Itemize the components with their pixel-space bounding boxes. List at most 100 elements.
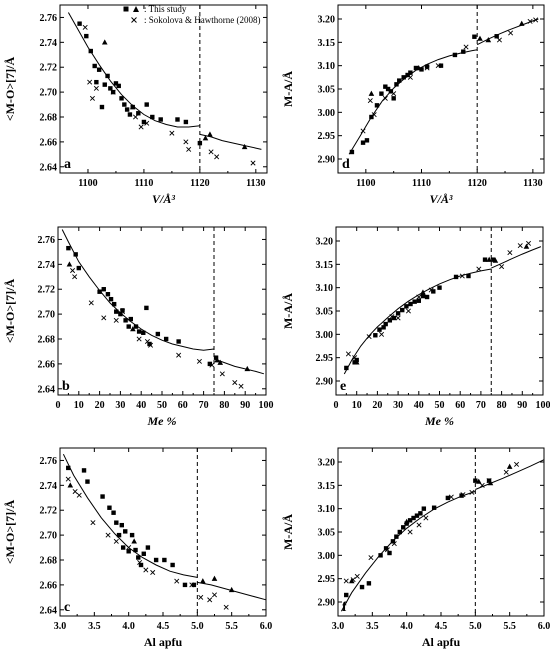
data-point-square [421,506,427,511]
data-point-cross [350,577,356,583]
data-point-cross [525,240,532,246]
data-point-square [373,333,378,338]
data-point-square [383,321,388,327]
data-point-square [408,301,413,307]
data-point-cross [82,24,88,30]
data-point-cross [136,336,142,342]
data-point-triangle [67,482,74,488]
data-point-square [431,289,436,294]
data-point-cross [189,582,195,588]
data-point-square [377,327,382,332]
x-tick-label: 90 [517,400,527,411]
data-point-square [170,562,175,568]
x-tick-label: 60 [455,400,465,411]
data-point-cross [366,334,372,340]
data-point-cross [169,130,175,136]
y-axis-label: M-A/Å [281,514,295,550]
data-point-cross [113,317,119,323]
data-point-triangle [486,256,492,262]
x-tick-label: 1100 [78,178,97,189]
x-tick-label: 1120 [190,178,209,189]
y-tick-label: 2.66 [40,137,58,148]
panels: 1100 1110 1120 1130 2.64 2.66 2.68 2.70 2.72 2.74… [3,4,550,649]
data-point-cross [105,532,111,538]
data-point-square [66,245,71,251]
x-tick-label: 3.0 [332,621,345,632]
data-point-cross [93,85,99,91]
x-tick-label: 3.0 [54,621,67,632]
data-point-cross [207,597,213,603]
legend-triangle-marker [133,6,139,12]
data-point-square [119,96,124,101]
data-point-triangle [202,135,209,141]
data-point-square [155,331,161,337]
y-tick-label: 3.20 [318,15,336,26]
fit-curve [343,268,492,375]
data-point-square [197,140,203,146]
panel-f: 3.0 3.5 4.0 4.5 5.0 5.5 6.0 2.90 2.95 3.00 3.05 3.1… [281,447,550,649]
y-tick-label: 3.05 [316,307,334,318]
data-point-square [119,522,124,528]
y-axis-label: <M-O>[7]/Å [3,57,17,122]
data-point-square [126,324,131,329]
data-point-cross [395,315,401,321]
data-point-square [111,301,117,307]
data-point-triangle [131,538,137,544]
x-tick-label: 30 [393,400,403,411]
data-point-square [175,117,180,122]
y-axis-label: <M-O>[7]/Å [3,279,17,344]
y-tick-label: 2.95 [318,131,336,142]
data-point-square [431,505,437,510]
data-point-square [379,91,384,96]
fit-curve [475,459,545,490]
x-tick-label: 40 [136,400,146,411]
data-point-cross [126,545,132,551]
data-point-triangle [477,35,483,41]
data-point-square [126,549,131,554]
data-point-cross [391,91,397,97]
data-point-cross [352,355,358,361]
data-point-square [391,315,397,321]
data-point-square [438,63,444,68]
data-point-square [472,34,477,39]
x-tick-label: 3.5 [88,621,101,632]
data-point-square [100,494,105,499]
data-point-triangle [217,359,224,365]
fit-curve [199,133,262,150]
data-point-square [387,318,393,323]
data-point-cross [113,538,119,544]
data-point-triangle [415,65,422,71]
data-point-triangle [211,575,218,581]
data-point-square [397,78,402,83]
y-tick-label: 2.95 [316,353,334,364]
x-tick-label: 1110 [412,178,431,189]
data-point-cross [87,79,93,85]
data-point-cross [174,578,180,584]
data-point-cross [479,482,485,488]
data-point-cross [354,573,360,579]
y-tick-label: 3.05 [318,528,336,539]
data-point-triangle [485,37,492,43]
data-point-square [461,49,466,54]
y-tick-label: 2.90 [318,155,336,166]
x-tick-label: 50 [435,400,445,411]
data-point-square [123,318,128,323]
data-point-square [352,360,357,365]
data-point-square [482,257,488,262]
y-tick-label: 2.90 [318,598,336,609]
plot-frame [337,447,545,617]
data-point-cross [514,461,520,467]
data-point-square [405,72,410,78]
data-point-square [360,140,366,145]
x-tick-label: 5.5 [225,621,238,632]
y-tick-label: 2.72 [40,63,58,74]
y-tick-label: 2.70 [40,531,58,542]
data-point-square [364,138,370,143]
x-tick-label: 0 [56,400,61,411]
y-tick-label: 2.76 [40,456,58,467]
data-point-square [118,311,123,317]
data-point-cross [391,541,397,547]
x-tick-label: 1100 [356,178,375,189]
data-point-cross [209,362,215,368]
data-point-cross [407,529,413,535]
